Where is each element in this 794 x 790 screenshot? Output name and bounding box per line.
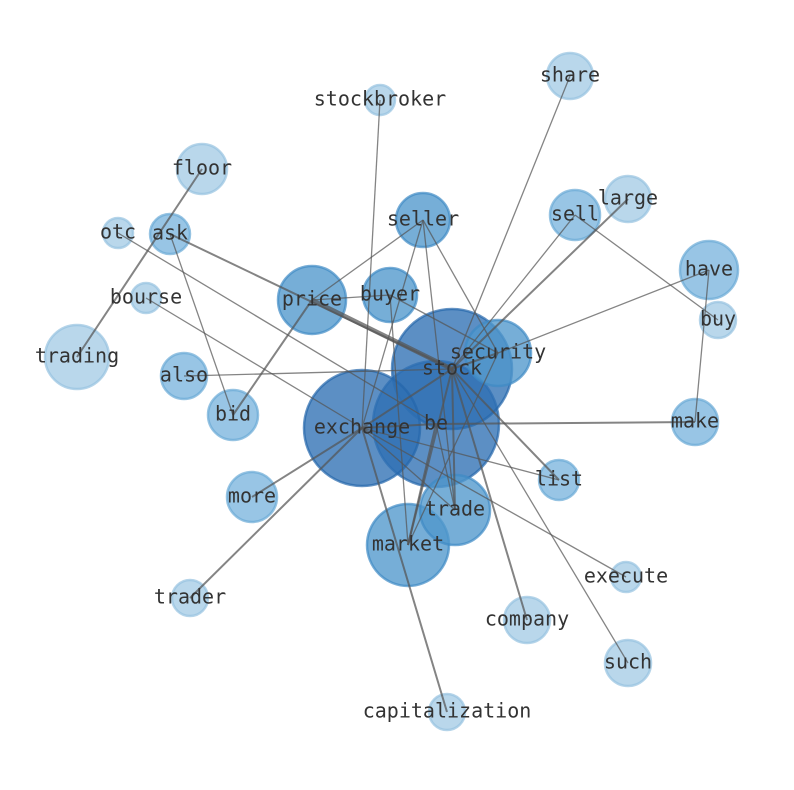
edge-exchange-trader <box>189 427 363 599</box>
edge-exchange-stock <box>361 368 453 429</box>
node-label-stockbroker: stockbroker <box>314 87 446 111</box>
edge-have-security <box>497 269 710 354</box>
node-label-trader: trader <box>154 585 226 609</box>
edge-floor-trading <box>76 168 203 358</box>
edge-stock-share <box>451 75 571 370</box>
edge-buyer-market <box>389 294 409 546</box>
edge-security-stock <box>451 352 499 370</box>
node-label-otc: otc <box>100 220 136 244</box>
node-label-have: have <box>685 257 733 281</box>
edge-execute-exchange <box>361 427 627 578</box>
edge-ask-bid <box>169 233 234 416</box>
node-label-security: security <box>450 340 546 364</box>
node-label-large: large <box>598 186 658 210</box>
node-label-stock: stock <box>422 356 482 380</box>
edge-exchange-more <box>251 427 363 498</box>
edge-trade-exchange <box>361 427 456 511</box>
node-label-execute: execute <box>584 564 668 588</box>
edge-price-bid <box>232 299 313 416</box>
node-label-seller: seller <box>387 207 459 231</box>
edge-also-stock <box>183 368 453 377</box>
node-label-ask: ask <box>152 221 188 245</box>
edge-list-exchange <box>361 427 560 481</box>
node-label-share: share <box>540 63 600 87</box>
edge-trade-stock <box>451 368 456 511</box>
edge-seller-price <box>311 219 424 301</box>
edge-trade-be <box>435 423 456 511</box>
edge-otc-be <box>117 232 437 425</box>
edge-exchange-be <box>361 423 437 429</box>
node-label-market: market <box>372 532 444 556</box>
edge-seller-security <box>422 219 499 354</box>
edge-list-stock <box>451 368 560 481</box>
node-label-be: be <box>424 411 448 435</box>
edge-bourse-exchange <box>145 297 363 429</box>
node-label-also: also <box>160 363 208 387</box>
node-label-floor: floor <box>172 156 232 180</box>
node-label-buyer: buyer <box>360 282 420 306</box>
edge-large-stock <box>451 198 629 370</box>
node-label-company: company <box>485 607 569 631</box>
node-label-exchange: exchange <box>314 415 410 439</box>
edge-have-make <box>694 269 710 423</box>
node-label-more: more <box>228 484 276 508</box>
edge-buyer-price <box>311 294 391 301</box>
edge-market-be <box>407 423 437 546</box>
node-label-bourse: bourse <box>110 285 182 309</box>
edge-such-stock <box>451 368 629 664</box>
edge-price-stock <box>311 297 453 372</box>
node-label-capitalization: capitalization <box>363 699 532 723</box>
node-label-list: list <box>535 467 583 491</box>
node-label-sell: sell <box>551 202 599 226</box>
edge-sell-buy <box>574 214 719 321</box>
edge-sell-stock <box>451 214 576 370</box>
node-label-price: price <box>282 287 342 311</box>
edge-stockbroker-exchange <box>361 99 381 429</box>
edge-company-stock <box>451 368 528 621</box>
node-label-make: make <box>671 409 719 433</box>
node-label-such: such <box>604 650 652 674</box>
node-label-trade: trade <box>425 497 485 521</box>
edge-capitalization-exchange <box>361 427 448 713</box>
node-label-trading: trading <box>35 344 119 368</box>
node-label-buy: buy <box>700 307 736 331</box>
node-label-bid: bid <box>215 402 251 426</box>
edge-make-be <box>435 421 696 425</box>
